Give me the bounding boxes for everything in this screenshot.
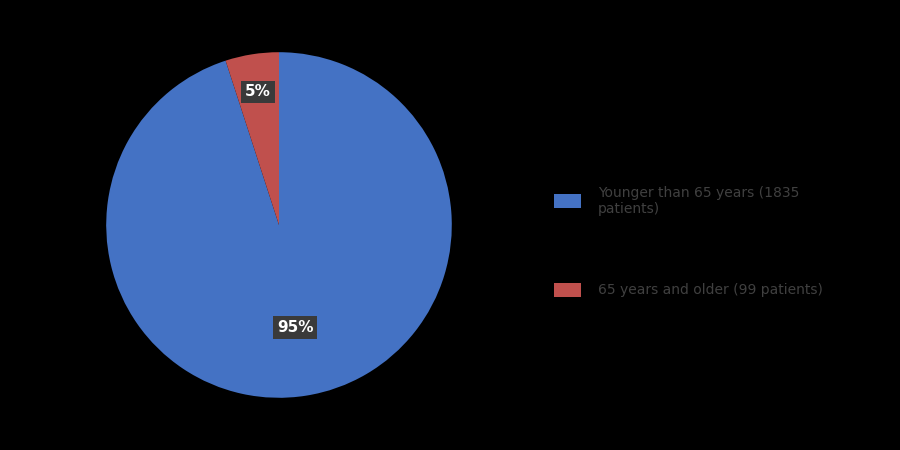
Text: 5%: 5%	[245, 85, 271, 99]
Wedge shape	[106, 52, 452, 398]
Text: 65 years and older (99 patients): 65 years and older (99 patients)	[598, 283, 823, 297]
Wedge shape	[226, 52, 279, 225]
Text: Younger than 65 years (1835
patients): Younger than 65 years (1835 patients)	[598, 186, 799, 216]
Text: 95%: 95%	[277, 320, 313, 335]
Bar	[554, 194, 581, 208]
Bar	[554, 283, 581, 297]
